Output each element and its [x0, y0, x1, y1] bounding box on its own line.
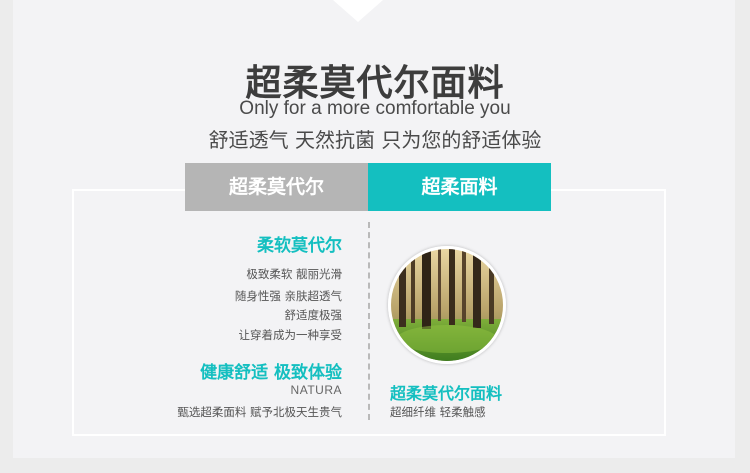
- forest-illustration: [391, 249, 503, 361]
- feature-line: 让穿着成为一种享受: [239, 327, 343, 343]
- forest-photo-icon: [388, 246, 506, 364]
- natura-label: NATURA: [291, 383, 342, 397]
- feature-title: 柔软莫代尔: [257, 231, 342, 256]
- fabric-subtitle: 超细纤维 轻柔触感: [390, 404, 486, 420]
- tab-soft-fabric[interactable]: 超柔面料: [368, 163, 551, 211]
- top-notch: [333, 0, 383, 22]
- fabric-title: 超柔莫代尔面料: [390, 380, 502, 404]
- english-subtitle: Only for a more comfortable you: [0, 98, 750, 120]
- feature-line: 随身性强 亲肤超透气: [235, 288, 342, 304]
- chinese-subtitle: 舒适透气 天然抗菌 只为您的舒适体验: [0, 124, 750, 153]
- tab-modal[interactable]: 超柔莫代尔: [185, 163, 368, 211]
- feature-line: 极致柔软 靓丽光滑: [246, 266, 342, 282]
- comfort-title: 健康舒适 极致体验: [200, 358, 342, 383]
- select-fabric-text: 甄选超柔面料 赋予北极天生贵气: [177, 404, 342, 420]
- feature-line: 舒适度极强: [285, 307, 343, 323]
- column-divider: [368, 222, 370, 420]
